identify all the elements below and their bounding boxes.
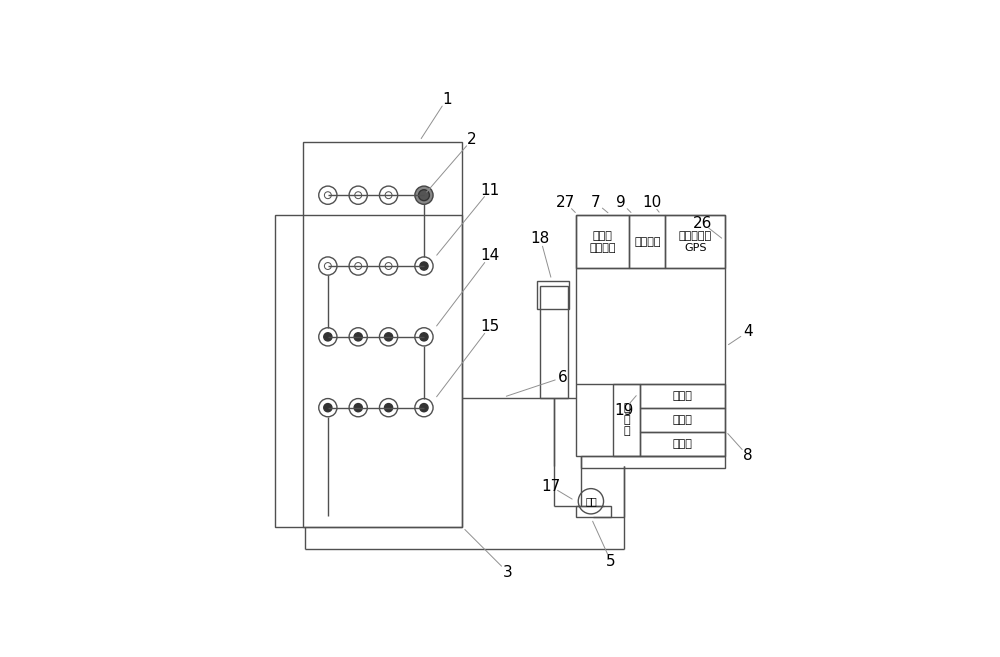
Circle shape: [324, 332, 332, 341]
Text: 17: 17: [541, 478, 560, 493]
Circle shape: [354, 403, 362, 412]
Text: 5: 5: [606, 555, 616, 570]
Text: 26: 26: [693, 215, 712, 231]
Bar: [275, 215, 462, 526]
Text: 逆
变
器: 逆 变 器: [623, 403, 630, 436]
Bar: [576, 507, 611, 518]
Text: 9: 9: [616, 195, 626, 210]
Bar: [640, 432, 725, 456]
Bar: [613, 384, 640, 456]
Bar: [665, 215, 725, 268]
Circle shape: [415, 186, 433, 204]
Text: 单片机
控制系统: 单片机 控制系统: [589, 231, 616, 253]
Text: 3: 3: [503, 564, 512, 579]
Circle shape: [324, 403, 332, 412]
Text: 温湿度风速
GPS: 温湿度风速 GPS: [679, 231, 712, 253]
Bar: [640, 407, 725, 432]
Bar: [303, 142, 462, 526]
Circle shape: [420, 332, 428, 341]
Circle shape: [354, 332, 362, 341]
Text: 14: 14: [480, 248, 499, 263]
Circle shape: [420, 262, 428, 270]
Text: 15: 15: [480, 319, 499, 334]
Text: 蓄电池: 蓄电池: [673, 391, 692, 401]
Text: 4: 4: [743, 325, 753, 339]
Bar: [576, 215, 629, 268]
Circle shape: [384, 332, 393, 341]
Bar: [640, 384, 725, 407]
Text: 27: 27: [556, 195, 575, 210]
Text: 7: 7: [591, 195, 601, 210]
Text: 1: 1: [442, 91, 452, 106]
Text: 11: 11: [480, 183, 499, 198]
Text: 8: 8: [743, 448, 753, 463]
Circle shape: [420, 403, 428, 412]
Bar: [629, 215, 665, 268]
Bar: [576, 215, 725, 456]
Text: 10: 10: [642, 195, 661, 210]
Text: 水泵: 水泵: [585, 496, 597, 507]
Bar: [540, 286, 568, 397]
Circle shape: [384, 403, 393, 412]
Text: 蓄电池: 蓄电池: [673, 439, 692, 449]
Bar: [581, 456, 725, 468]
Bar: [537, 281, 569, 309]
Text: 19: 19: [614, 403, 633, 418]
Text: 18: 18: [531, 231, 550, 246]
Text: 2: 2: [467, 132, 477, 147]
Circle shape: [419, 190, 429, 200]
Text: 6: 6: [558, 370, 568, 385]
Text: 水位监测: 水位监测: [634, 237, 661, 247]
Text: 蓄电池: 蓄电池: [673, 415, 692, 424]
